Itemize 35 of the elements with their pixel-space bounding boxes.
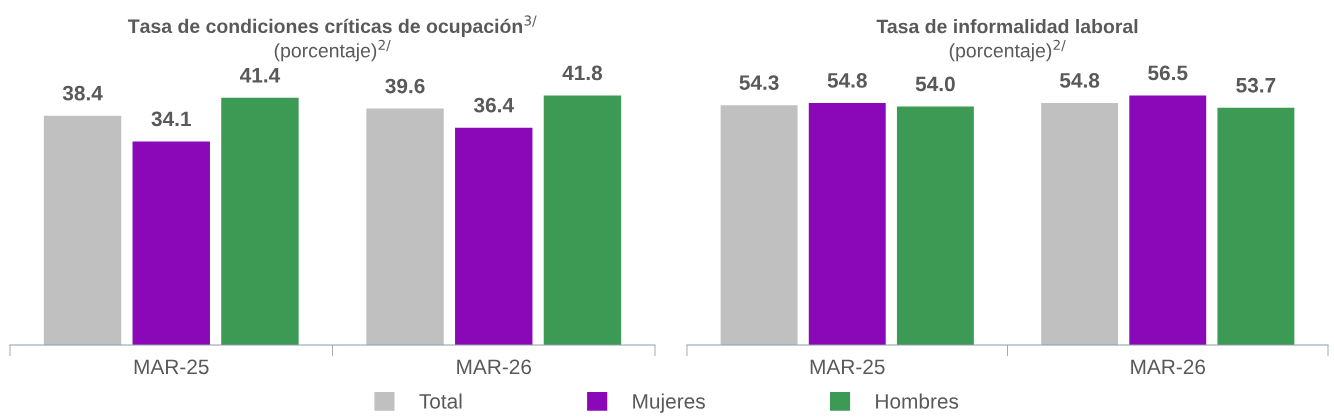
bar bbox=[43, 115, 122, 345]
bar bbox=[455, 127, 533, 345]
x-tick-label: MAR-26 bbox=[1131, 359, 1206, 375]
legend-label: Mujeres bbox=[633, 393, 705, 413]
bar bbox=[1217, 107, 1295, 345]
data-label: 36.4 bbox=[473, 97, 514, 113]
chart-title: Tasa de informalidad laboral bbox=[876, 19, 1138, 34]
bar bbox=[1129, 95, 1207, 345]
bar bbox=[366, 108, 444, 345]
legend-label: Total bbox=[419, 393, 462, 409]
bar bbox=[1041, 102, 1119, 345]
data-label: 38.4 bbox=[62, 85, 103, 101]
bar bbox=[896, 106, 974, 345]
data-label: 41.4 bbox=[239, 68, 281, 83]
data-label: 54.8 bbox=[1059, 73, 1100, 88]
data-label: 41.8 bbox=[562, 65, 603, 81]
bar bbox=[720, 105, 798, 345]
bar bbox=[132, 141, 210, 345]
data-label: 54.8 bbox=[827, 73, 867, 88]
bar bbox=[221, 97, 299, 345]
chart-title: Tasa de condiciones críticas de ocupación$^{3/}$ bbox=[127, 15, 537, 37]
chart-subtitle: (porcentaje)$^{2/}$ bbox=[949, 39, 1066, 62]
bar bbox=[808, 102, 886, 345]
legend-label: Hombres bbox=[876, 393, 959, 409]
x-tick-label: MAR-25 bbox=[810, 359, 885, 375]
x-tick-label: MAR-26 bbox=[457, 359, 532, 375]
bar bbox=[543, 95, 622, 345]
data-label: 56.5 bbox=[1148, 65, 1188, 81]
chart-subtitle: (porcentaje)$^{2/}$ bbox=[274, 39, 391, 62]
data-label: 54.0 bbox=[915, 76, 955, 92]
data-label: 54.3 bbox=[739, 75, 779, 90]
data-label: 34.1 bbox=[151, 111, 191, 127]
x-tick-label: MAR-25 bbox=[134, 359, 209, 375]
data-label: 39.6 bbox=[385, 78, 425, 94]
data-label: 53.7 bbox=[1236, 77, 1276, 93]
